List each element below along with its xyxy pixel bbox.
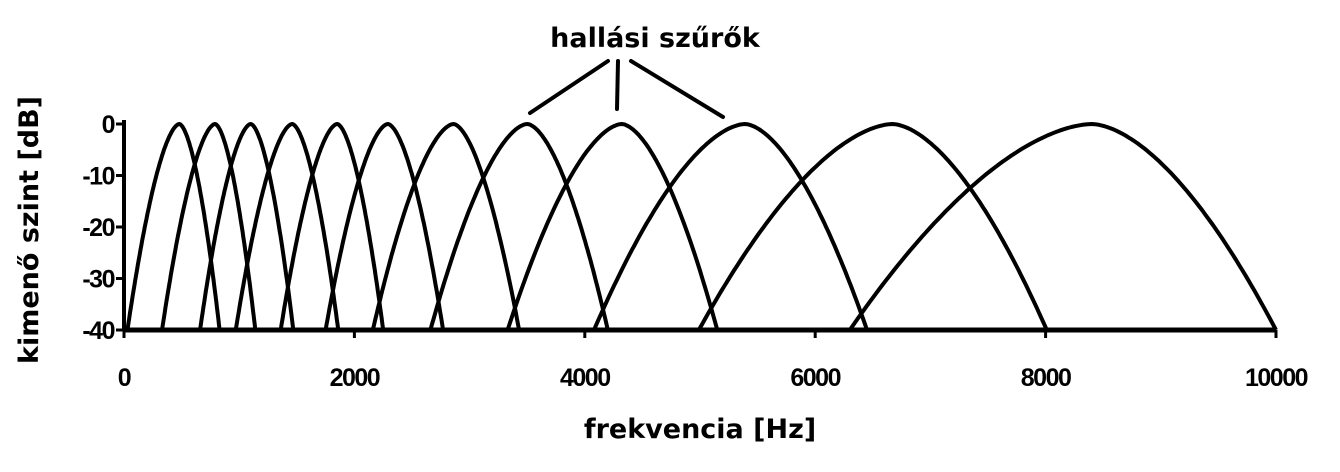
filter-curve-6 xyxy=(323,122,446,331)
filter-curve-3 xyxy=(198,122,296,331)
annotation xyxy=(528,59,725,119)
x-axis-label: frekvencia [Hz] xyxy=(584,414,816,445)
axes xyxy=(116,120,1278,338)
y-tick-label: -40 xyxy=(82,317,114,345)
y-tick-label: -30 xyxy=(82,266,114,294)
filter-curve-5 xyxy=(278,122,386,331)
filter-curves xyxy=(125,122,1278,332)
filter-curve-4 xyxy=(233,122,341,331)
x-tick-label: 0 xyxy=(118,364,131,392)
annotation-pointer-middle xyxy=(615,59,620,111)
filter-curve-7 xyxy=(370,122,522,331)
annotation-pointer-right xyxy=(629,59,725,119)
filter-curve-9 xyxy=(505,122,720,331)
y-tick-label: -20 xyxy=(82,214,114,242)
filter-curve-11 xyxy=(697,122,1049,331)
y-axis-label: kimenő szint [dB] xyxy=(14,96,45,364)
filter-curve-8 xyxy=(428,122,610,331)
annotation-pointer-left xyxy=(528,59,610,115)
filter-curve-2 xyxy=(160,122,258,331)
tick-labels: 0 2000 4000 6000 8000 10000 0 -10 -20 -30 -40 xyxy=(82,111,1309,392)
y-tick-label: -10 xyxy=(82,163,114,191)
x-tick-label: 6000 xyxy=(790,364,840,392)
chart-title: hallási szűrők xyxy=(550,23,761,54)
filter-curve-1 xyxy=(125,122,222,331)
x-tick-label: 2000 xyxy=(330,364,380,392)
y-tick-label: 0 xyxy=(102,111,115,139)
filter-curve-10 xyxy=(592,122,869,331)
x-tick-label: 8000 xyxy=(1021,364,1071,392)
filter-curve-12 xyxy=(848,122,1278,332)
x-tick-label: 10000 xyxy=(1245,364,1308,392)
x-tick-label: 4000 xyxy=(560,364,610,392)
